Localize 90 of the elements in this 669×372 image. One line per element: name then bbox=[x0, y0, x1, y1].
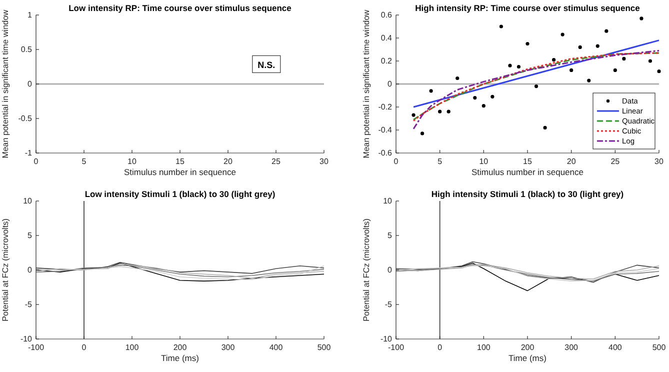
annotation: N.S. bbox=[258, 60, 276, 70]
y-axis-title: Mean potential in significant time window bbox=[1, 10, 10, 158]
x-axis-title: Time (ms) bbox=[508, 353, 547, 363]
x-tick-label: 100 bbox=[476, 343, 491, 352]
point bbox=[508, 64, 512, 68]
x-tick-label: -100 bbox=[388, 343, 405, 352]
y-tick-label: -5 bbox=[384, 300, 393, 310]
x-tick-label: 200 bbox=[520, 343, 535, 352]
x-tick-label: 30 bbox=[654, 157, 664, 166]
x-axis-title: Stimulus number in sequence bbox=[124, 167, 236, 177]
x-tick-label: 0 bbox=[394, 157, 399, 166]
x-tick-label: 15 bbox=[523, 157, 532, 166]
point bbox=[482, 104, 486, 108]
x-tick-label: 500 bbox=[317, 343, 332, 352]
point bbox=[526, 42, 530, 46]
x-tick-label: 200 bbox=[173, 343, 188, 352]
point bbox=[587, 78, 591, 82]
y-tick-label: -10 bbox=[20, 334, 33, 344]
x-tick-label: 5 bbox=[82, 157, 87, 166]
x-tick-label: 10 bbox=[128, 157, 137, 166]
point bbox=[543, 126, 547, 130]
x-tick-label: 25 bbox=[610, 157, 620, 166]
y-tick-label: 5 bbox=[388, 231, 393, 240]
y-axis-title: Potential at FCz (microvolts) bbox=[1, 218, 10, 322]
y-tick-label: 5 bbox=[28, 231, 33, 240]
y-tick-label: 0 bbox=[388, 80, 393, 89]
x-tick-label: 15 bbox=[176, 157, 185, 166]
point bbox=[490, 94, 494, 98]
x-tick-label: 500 bbox=[652, 343, 666, 352]
chart-title: High intensity Stimuli 1 (black) to 30 (light grey) bbox=[431, 189, 624, 199]
y-tick-label: 0 bbox=[28, 80, 33, 89]
x-tick-label: 400 bbox=[608, 343, 622, 352]
x-tick-label: 100 bbox=[125, 343, 140, 352]
point bbox=[534, 84, 538, 88]
point bbox=[499, 24, 503, 28]
x-tick-label: 0 bbox=[34, 157, 39, 166]
y-tick-label: -5 bbox=[24, 300, 33, 310]
point bbox=[578, 45, 582, 49]
chart-title: Low intensity RP: Time course over stimulus sequence bbox=[68, 3, 292, 13]
point bbox=[560, 32, 564, 36]
y-tick-label: -0.4 bbox=[378, 126, 393, 135]
point bbox=[438, 110, 442, 114]
point bbox=[622, 56, 626, 60]
y-axis-title: Potential at FCz (microvolts) bbox=[362, 218, 371, 322]
point bbox=[657, 70, 661, 74]
y-tick-label: 1 bbox=[28, 10, 33, 20]
x-tick-label: 30 bbox=[320, 157, 329, 166]
point bbox=[648, 59, 652, 63]
y-tick-label: 0.4 bbox=[380, 34, 393, 43]
y-tick-label: 0.2 bbox=[380, 56, 393, 66]
x-axis-title: Time (ms) bbox=[161, 353, 200, 363]
x-tick-label: 300 bbox=[221, 343, 236, 352]
point bbox=[456, 76, 460, 80]
point bbox=[604, 29, 608, 33]
y-tick-label: 10 bbox=[23, 196, 33, 206]
x-tick-label: 20 bbox=[224, 157, 233, 166]
y-tick-label: 0 bbox=[28, 266, 33, 275]
x-tick-label: 25 bbox=[272, 157, 281, 166]
x-tick-label: -100 bbox=[28, 343, 45, 352]
point bbox=[640, 16, 644, 20]
point bbox=[596, 44, 600, 48]
x-tick-label: 10 bbox=[479, 157, 489, 166]
x-tick-label: 5 bbox=[438, 157, 443, 166]
y-tick-label: -0.6 bbox=[378, 148, 393, 158]
x-tick-label: 400 bbox=[269, 343, 284, 352]
point bbox=[613, 68, 617, 72]
point bbox=[420, 132, 424, 136]
y-axis-title: Mean potential in significant time window bbox=[362, 10, 371, 158]
chart-title: High intensity RP: Time course over stimulus sequence bbox=[415, 3, 640, 13]
y-tick-label: -0.2 bbox=[378, 102, 393, 112]
chart-title: Low intensity Stimuli 1 (black) to 30 (light grey) bbox=[84, 189, 276, 199]
x-tick-label: 0 bbox=[82, 343, 87, 352]
y-tick-label: 0 bbox=[388, 266, 393, 275]
point bbox=[516, 64, 521, 69]
x-tick-label: 20 bbox=[566, 157, 576, 166]
point bbox=[552, 58, 556, 62]
y-tick-label: -10 bbox=[380, 334, 393, 344]
point bbox=[412, 113, 416, 117]
point bbox=[446, 110, 450, 114]
x-tick-label: 300 bbox=[564, 343, 579, 352]
y-tick-label: 0.5 bbox=[20, 45, 33, 54]
point bbox=[429, 89, 433, 93]
y-tick-label: 0.6 bbox=[380, 10, 393, 20]
point bbox=[473, 96, 477, 100]
point bbox=[570, 68, 574, 72]
x-tick-label: 0 bbox=[438, 343, 443, 352]
y-tick-label: -1 bbox=[24, 148, 33, 158]
y-tick-label: 10 bbox=[383, 196, 393, 206]
x-axis-title: Stimulus number in sequence bbox=[472, 167, 584, 177]
y-tick-label: -0.5 bbox=[18, 114, 33, 124]
